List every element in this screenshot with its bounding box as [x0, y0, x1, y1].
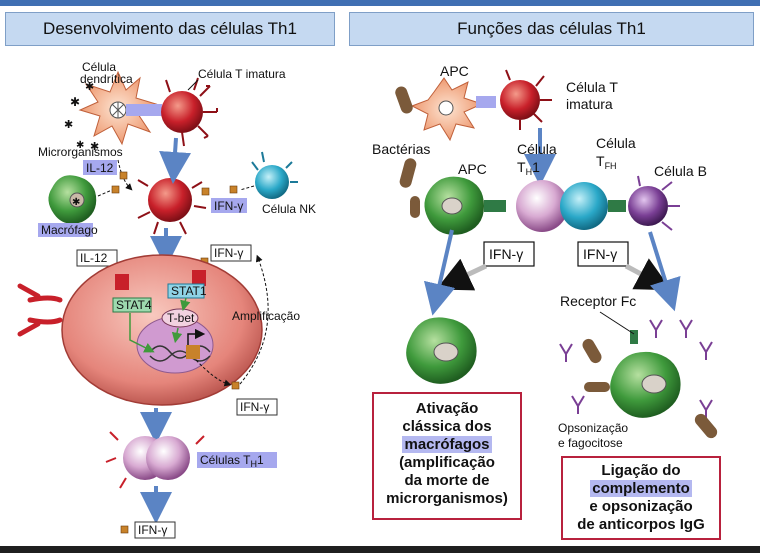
result-right-line1: Ligação do — [601, 462, 681, 479]
left-panel-title: Desenvolvimento das células Th1 — [5, 12, 335, 46]
label-ifng-bottom: IFN-γ — [138, 523, 167, 537]
label-dendritic-cell-2: dendrítica — [80, 72, 133, 86]
label-ifng-top: IFN-γ — [214, 246, 243, 260]
result-classic-activation-box: Ativação clássica dos macrófagos (amplif… — [372, 392, 522, 520]
svg-text:✱: ✱ — [90, 141, 99, 153]
label-il12-box: IL-12 — [80, 251, 108, 265]
microorganism-stars: ✱ ✱ ✱ ✱ ✱ — [64, 81, 99, 153]
bottom-bar — [0, 546, 760, 553]
label-naive-t-cell-right-1: Célula T — [566, 79, 618, 95]
label-ifng-right: IFN-γ — [583, 246, 617, 262]
label-amplification: Amplificação — [232, 309, 300, 323]
label-microorganisms: Microrganismos — [38, 145, 123, 159]
naive-t-cell-right — [500, 69, 552, 130]
b-cell — [628, 175, 680, 231]
label-stat4: STAT4 — [116, 298, 152, 312]
result-left-line5: da morte de — [404, 472, 490, 489]
ifng-nk-box — [211, 198, 247, 213]
label-macrophage: Macrófago — [41, 223, 98, 237]
label-nk-cell: Célula NK — [262, 202, 316, 216]
label-apc-mid: APC — [458, 161, 487, 177]
label-il12-top: IL-12 — [86, 161, 114, 175]
tbet-oval — [161, 308, 199, 328]
result-left-line1: Ativação — [415, 400, 479, 417]
mhc-tcr-synapse — [126, 104, 162, 116]
opsonizing-macrophage — [582, 330, 718, 439]
il12-box — [76, 249, 118, 267]
label-tfh-cell-2: TFH — [596, 153, 617, 171]
tfh-cell — [560, 182, 608, 230]
label-th1-cells: Células TH1 — [200, 453, 264, 469]
macrophage-label-box — [38, 223, 93, 237]
label-ifng-nk: IFN-γ — [214, 199, 243, 213]
ifng-top-box — [210, 244, 252, 262]
label-tbet: T-bet — [167, 311, 195, 325]
result-left-line3: macrófagos — [402, 436, 492, 453]
label-th1-cell-1: Célula — [517, 141, 557, 157]
svg-text:✱: ✱ — [70, 95, 80, 109]
ifng-mid-box — [236, 398, 278, 416]
result-right-line3: e opsonização — [589, 498, 693, 515]
label-naive-t-cell-left: Célula T imatura — [198, 67, 286, 81]
activated-t-cell-left — [137, 178, 207, 235]
label-b-cell: Célula B — [654, 163, 707, 179]
antibodies — [559, 319, 713, 418]
th1-cell-right — [516, 180, 568, 232]
svg-text:✱: ✱ — [72, 197, 80, 208]
label-dendritic-cell-1: Célula — [82, 60, 116, 74]
label-opsonization-1: Opsonização — [558, 421, 628, 435]
bacteria — [395, 86, 420, 218]
label-ifng-left: IFN-γ — [489, 246, 523, 262]
dendritic-cell — [78, 70, 158, 146]
nk-cell — [251, 151, 298, 199]
top-accent-bar — [0, 0, 760, 6]
apc-mid-macrophage — [424, 176, 484, 235]
svg-text:✱: ✱ — [76, 140, 84, 151]
label-naive-t-cell-right-2: imatura — [566, 96, 613, 112]
result-right-line2: complemento — [590, 480, 692, 497]
th1-cells-label-box — [197, 452, 277, 468]
th1-cells-left — [105, 431, 211, 489]
activated-macrophage — [406, 317, 477, 384]
result-left-line2: clássica dos — [402, 418, 492, 435]
label-stat1: STAT1 — [171, 284, 207, 298]
label-ifng-mid: IFN-γ — [240, 400, 269, 414]
label-opsonization-2: e fagocitose — [558, 436, 623, 450]
right-panel-title: Funções das células Th1 — [349, 12, 754, 46]
il12-top-box — [83, 160, 117, 175]
svg-text:✱: ✱ — [85, 81, 94, 93]
ifng-right-box — [577, 241, 629, 267]
label-apc-top: APC — [440, 63, 469, 79]
differentiating-t-cell — [17, 254, 263, 406]
result-left-line6: microrganismos) — [386, 490, 508, 507]
ifng-left-box — [483, 241, 535, 267]
label-bacteria: Bactérias — [372, 141, 430, 157]
result-complement-box: Ligação do complemento e opsonização de … — [561, 456, 721, 540]
apc-top-cell — [410, 77, 484, 142]
result-left-line4: (amplificação — [399, 454, 495, 471]
naive-t-cell-left — [161, 77, 218, 147]
label-fc-receptor: Receptor Fc — [560, 293, 636, 309]
label-tfh-cell-1: Célula — [596, 135, 636, 151]
svg-text:✱: ✱ — [64, 119, 73, 131]
macrophage-left: ✱ — [48, 175, 97, 224]
result-right-line4: de anticorpos IgG — [577, 516, 705, 533]
label-th1-cell-2: TH1 — [517, 159, 540, 177]
ifng-bottom-box — [134, 521, 176, 539]
stat4-box — [112, 297, 152, 313]
